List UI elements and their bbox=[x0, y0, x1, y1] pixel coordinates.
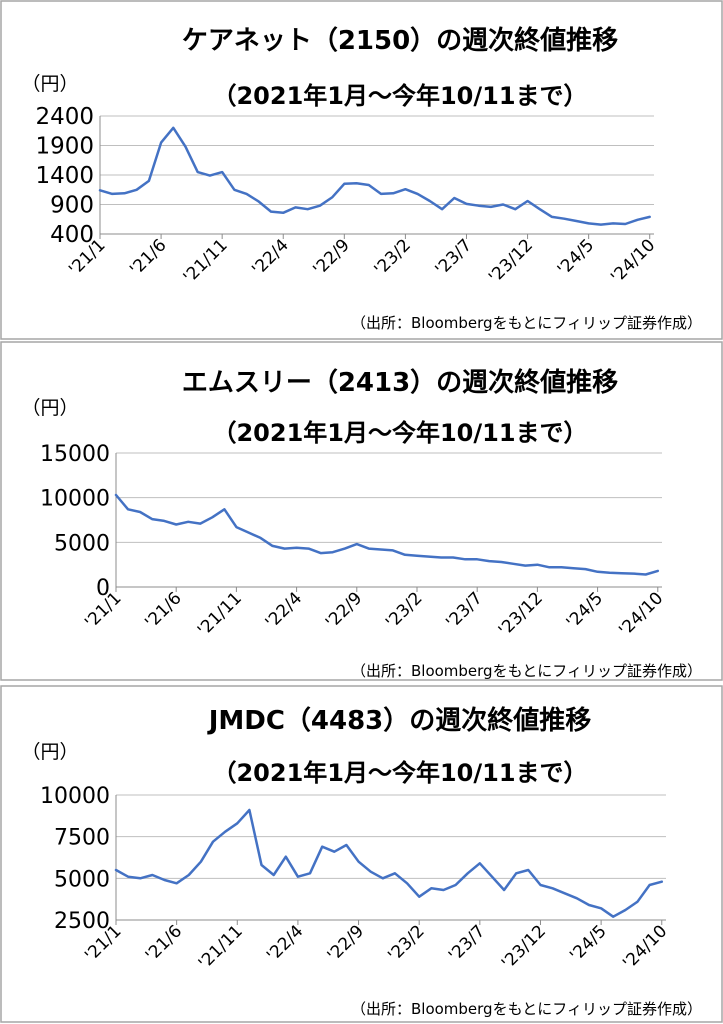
chart-subtitle: （2021年1月～今年10/11まで） bbox=[212, 82, 587, 110]
y-tick-label: 0 bbox=[96, 576, 110, 601]
series-line bbox=[114, 493, 660, 576]
panel-frame bbox=[0, 0, 723, 340]
y-tick-label: 5000 bbox=[54, 867, 110, 892]
y-tick-label: 1400 bbox=[35, 163, 94, 189]
chart-subtitle: （2021年1月～今年10/11まで） bbox=[212, 419, 587, 447]
y-tick-label: 400 bbox=[50, 222, 94, 248]
source-note: （出所：Bloombergをもとにフィリップ証券作成） bbox=[351, 314, 702, 332]
y-tick-label: 1900 bbox=[35, 134, 94, 160]
y-axis-label: （円） bbox=[21, 741, 78, 763]
source-note: （出所：Bloombergをもとにフィリップ証券作成） bbox=[351, 1000, 702, 1018]
series-line bbox=[114, 808, 664, 918]
source-note: （出所：Bloombergをもとにフィリップ証券作成） bbox=[351, 662, 702, 680]
panel-frame bbox=[0, 685, 723, 1023]
chart-subtitle: （2021年1月～今年10/11まで） bbox=[212, 759, 587, 787]
chart-title: ケアネット（2150）の週次終値推移 bbox=[182, 25, 618, 56]
y-axis-label: （円） bbox=[21, 397, 78, 419]
chart-panel-3: JMDC（4483）の週次終値推移 （2021年1月～今年10/11まで） （円） 2… bbox=[0, 685, 723, 1023]
y-tick-label: 2400 bbox=[35, 104, 94, 130]
y-tick-label: 5000 bbox=[54, 531, 110, 556]
y-tick-label: 900 bbox=[50, 193, 94, 219]
chart-panel-2: エムスリー（2413）の週次終値推移 （2021年1月～今年10/11まで） （円）… bbox=[0, 341, 723, 681]
y-tick-label: 10000 bbox=[40, 784, 110, 809]
series-line bbox=[98, 126, 651, 226]
panel-frame bbox=[0, 341, 723, 681]
y-tick-label: 10000 bbox=[40, 487, 110, 512]
chart-title: JMDC（4483）の週次終値推移 bbox=[207, 705, 592, 736]
y-tick-label: 7500 bbox=[54, 826, 110, 851]
y-axis-label: （円） bbox=[21, 73, 78, 95]
chart-title: エムスリー（2413）の週次終値推移 bbox=[182, 367, 618, 398]
chart-panel-1: ケアネット（2150）の週次終値推移 （2021年1月～今年10/11まで） （円）… bbox=[0, 0, 723, 340]
y-tick-label: 15000 bbox=[40, 442, 110, 467]
y-tick-label: 2500 bbox=[54, 909, 110, 934]
